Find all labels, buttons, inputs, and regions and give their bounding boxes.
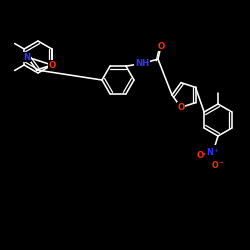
Text: O: O (177, 103, 184, 112)
Text: O: O (48, 60, 56, 70)
Text: NH: NH (135, 59, 149, 68)
Text: O: O (158, 42, 164, 51)
Text: O: O (196, 150, 203, 160)
Text: O$^-$: O$^-$ (211, 160, 225, 170)
Text: N$^+$: N$^+$ (206, 146, 220, 158)
Text: N: N (24, 52, 31, 62)
